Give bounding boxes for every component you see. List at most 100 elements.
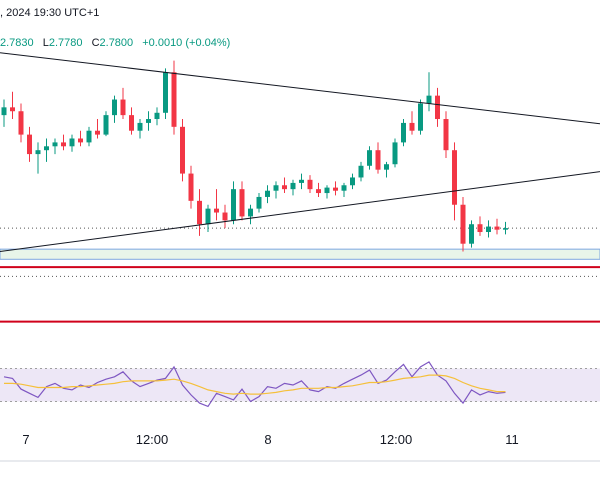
candle-body <box>290 182 296 190</box>
candle <box>154 107 160 126</box>
candle <box>180 119 185 182</box>
candle-body <box>18 111 24 135</box>
legend-close-label: C <box>92 37 100 49</box>
rsi-pane[interactable] <box>0 361 600 408</box>
candle <box>460 196 466 252</box>
candle-body <box>486 226 491 233</box>
candle-body <box>350 177 355 186</box>
candle-body <box>112 99 117 116</box>
candle <box>86 126 92 147</box>
candle <box>367 146 372 170</box>
support-zone <box>0 248 600 260</box>
candle-body <box>443 119 449 151</box>
time-tick-label: 11 <box>505 432 519 447</box>
candle <box>265 185 270 204</box>
candle-body <box>52 142 58 147</box>
candle <box>418 99 423 135</box>
candle <box>299 173 304 190</box>
candle <box>435 87 440 127</box>
candle <box>120 87 126 120</box>
candle-body <box>265 190 270 197</box>
candle-body <box>146 119 151 123</box>
candle <box>112 95 117 123</box>
trendline-upper <box>0 52 600 125</box>
candle <box>375 142 381 174</box>
candle-body <box>180 126 185 174</box>
candle <box>443 111 449 158</box>
legend-low: 2.7780 <box>49 37 83 49</box>
candle-body <box>1 107 7 116</box>
candle <box>18 103 24 143</box>
candle <box>188 165 194 209</box>
candle <box>409 111 415 135</box>
candle <box>44 138 49 162</box>
legend-close: 2.7800 <box>100 37 134 49</box>
candle <box>341 182 347 197</box>
trendline-lower <box>0 171 600 252</box>
candle-body <box>367 150 372 166</box>
candle-body <box>10 107 15 112</box>
time-axis[interactable]: 7 12:00 8 12:00 11 <box>22 432 518 447</box>
candle <box>239 181 245 221</box>
candle-body <box>69 138 75 147</box>
price-pane[interactable] <box>0 52 600 323</box>
candle-body <box>239 189 245 217</box>
candle-body <box>163 72 168 113</box>
candle <box>197 189 202 236</box>
candle-body <box>435 95 440 120</box>
candle-body <box>341 185 347 191</box>
candle-body <box>358 165 364 178</box>
candle-body <box>282 185 287 190</box>
legend-change: +0.0010 (+0.04%) <box>142 37 230 49</box>
trendlines[interactable] <box>0 52 600 252</box>
candle-body <box>324 187 330 194</box>
candle-body <box>61 142 66 147</box>
candle-body <box>256 196 262 209</box>
candle-body <box>426 95 432 104</box>
candle <box>95 119 100 139</box>
candle <box>214 189 219 221</box>
candle <box>27 126 32 162</box>
legend-low-label: L <box>43 37 49 49</box>
candle <box>384 161 389 178</box>
candle-body <box>375 150 381 170</box>
candle <box>324 185 330 199</box>
candle-body <box>307 179 313 190</box>
candle-body <box>35 150 41 155</box>
candle-body <box>401 122 406 143</box>
candle <box>61 134 66 151</box>
candle-body <box>137 122 143 131</box>
candle-body <box>384 164 389 170</box>
candle-body <box>409 122 415 131</box>
candle-body <box>44 146 49 151</box>
candle <box>129 107 134 135</box>
candle <box>392 138 398 168</box>
candle <box>256 193 262 213</box>
candle <box>103 111 109 137</box>
candle-body <box>129 115 134 131</box>
horizontal-levels[interactable] <box>0 266 600 323</box>
candle-body <box>197 200 202 225</box>
candle <box>282 177 287 194</box>
candle-body <box>214 208 219 213</box>
candle-body <box>418 103 423 131</box>
candle <box>35 142 41 174</box>
legend-datetime: , 2024 19:30 UTC+1 <box>0 7 99 19</box>
candle-body <box>188 173 194 201</box>
candle-body <box>86 130 92 143</box>
candle <box>316 182 321 197</box>
candle <box>1 99 7 127</box>
candle-body <box>460 204 466 244</box>
candle-body <box>171 72 177 127</box>
candle-body <box>103 115 109 135</box>
candle <box>358 161 364 182</box>
candle-body <box>27 134 32 155</box>
legend-high: 2.7830 <box>0 37 34 49</box>
candle <box>163 68 168 120</box>
candle <box>350 173 355 190</box>
time-tick-label: 7 <box>22 432 29 447</box>
candle-body <box>154 112 160 120</box>
candle <box>307 175 313 194</box>
candle <box>494 218 500 235</box>
